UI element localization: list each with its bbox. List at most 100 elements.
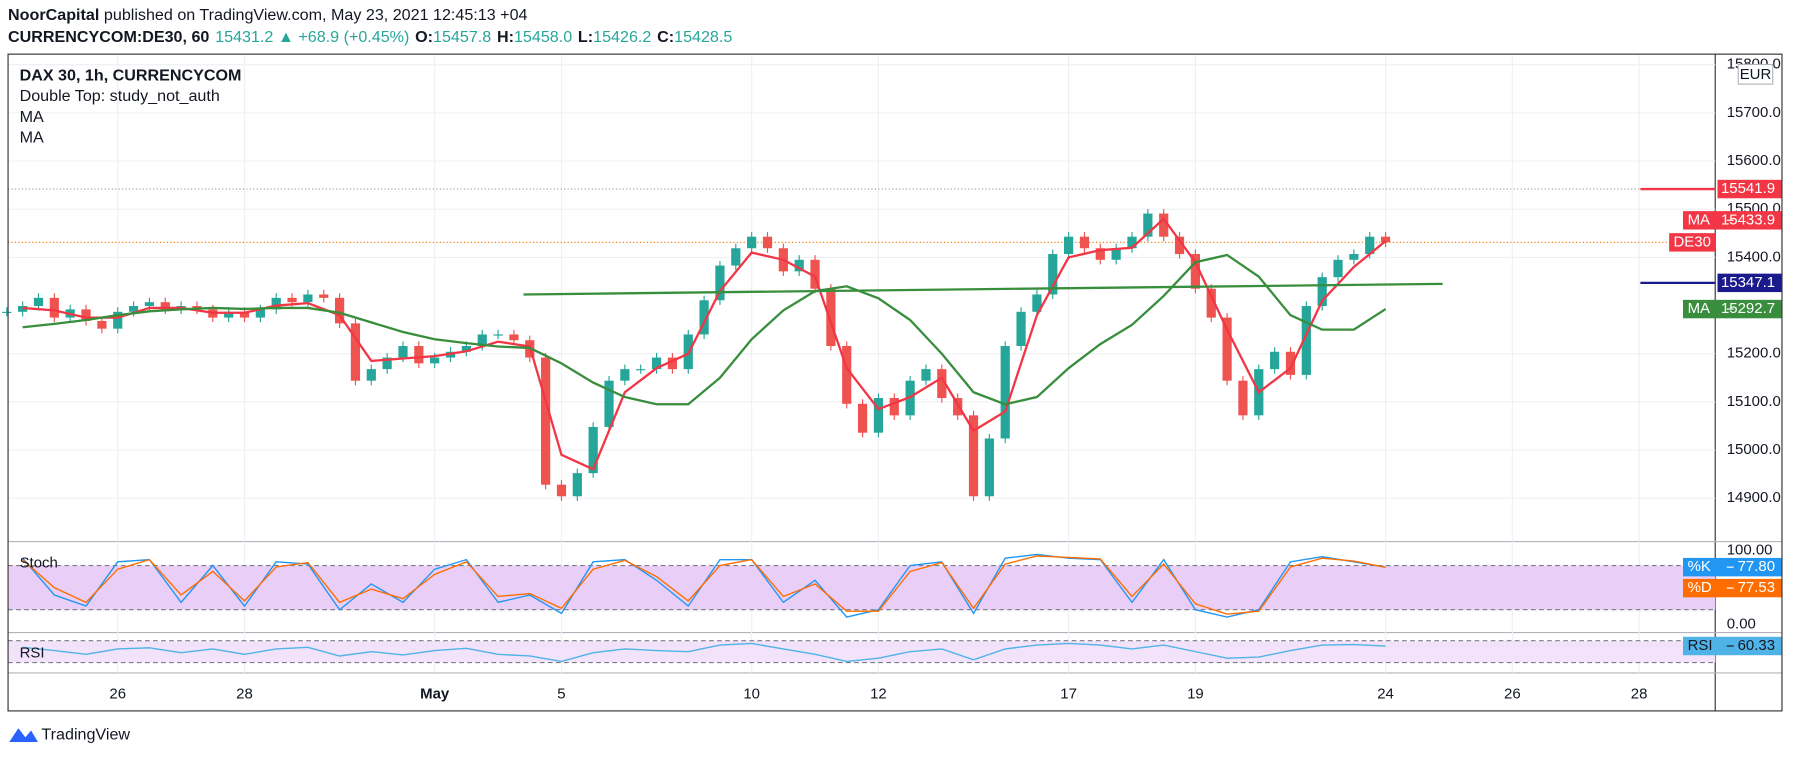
y-tick-label: 0.00 bbox=[1727, 615, 1756, 632]
brand: TradingView bbox=[41, 725, 130, 743]
x-tick-label: 26 bbox=[109, 686, 126, 703]
candle bbox=[493, 334, 503, 336]
price-label-value: 15433.9 bbox=[1721, 211, 1775, 228]
pane-title: Stoch bbox=[20, 554, 58, 571]
candle bbox=[255, 309, 265, 318]
candle bbox=[1111, 248, 1121, 260]
price-label-name: %D bbox=[1688, 579, 1712, 596]
candle bbox=[382, 357, 392, 370]
candle bbox=[1222, 317, 1232, 381]
legend-entry: Double Top: study_not_auth bbox=[20, 87, 220, 105]
price-label-value: 60.33 bbox=[1738, 637, 1775, 654]
candle bbox=[144, 302, 155, 307]
candle bbox=[1349, 254, 1359, 260]
x-tick-label: 19 bbox=[1187, 686, 1204, 703]
ohlc-value: 15428.5 bbox=[674, 28, 732, 46]
last-label-box bbox=[1669, 233, 1716, 252]
candle bbox=[33, 297, 44, 307]
candle bbox=[97, 320, 107, 329]
candle bbox=[1270, 351, 1280, 370]
candle bbox=[271, 297, 281, 310]
candle bbox=[128, 306, 139, 312]
x-tick-label: 17 bbox=[1060, 686, 1077, 703]
price-label-name: MA bbox=[1688, 211, 1710, 228]
candle bbox=[953, 398, 963, 416]
candle bbox=[334, 297, 345, 324]
candle bbox=[160, 302, 170, 310]
candle bbox=[604, 380, 614, 427]
candle bbox=[303, 294, 313, 303]
chart-border bbox=[7, 53, 1783, 712]
candle bbox=[667, 357, 678, 370]
x-tick-label: 12 bbox=[870, 686, 887, 703]
x-tick-label: 28 bbox=[1631, 686, 1648, 703]
candle bbox=[224, 311, 234, 318]
price-label-value: 77.53 bbox=[1738, 579, 1775, 596]
pane-title: RSI bbox=[20, 644, 45, 661]
currency-box bbox=[1737, 63, 1774, 85]
x-tick-label: 24 bbox=[1377, 686, 1394, 703]
candle bbox=[731, 248, 741, 266]
candle bbox=[1190, 254, 1200, 289]
candle bbox=[319, 294, 329, 298]
candle bbox=[509, 334, 519, 341]
y-tick-label: 15600.0 bbox=[1727, 152, 1781, 169]
candle bbox=[1064, 236, 1074, 255]
ohlc-label: C: bbox=[657, 28, 674, 46]
candle bbox=[572, 473, 582, 497]
indicator-line bbox=[22, 642, 1386, 663]
ohlc-label: H: bbox=[497, 28, 514, 46]
ohlc-value: 15426.2 bbox=[593, 28, 651, 46]
candle bbox=[857, 403, 868, 433]
symbol: CURRENCYCOM:DE30, 60 bbox=[8, 28, 209, 46]
candle bbox=[984, 438, 994, 497]
y-tick-label: 15400.0 bbox=[1727, 248, 1781, 265]
candle bbox=[810, 259, 820, 289]
candle bbox=[1143, 213, 1153, 237]
candle bbox=[239, 311, 250, 318]
band-fill bbox=[8, 565, 1716, 610]
indicator-line bbox=[22, 555, 1386, 615]
x-tick-label: May bbox=[420, 686, 450, 703]
ohlc-value: 15457.8 bbox=[433, 28, 491, 46]
candle bbox=[636, 369, 646, 371]
change: ▲ +68.9 (+0.45%) bbox=[278, 28, 409, 46]
candle bbox=[1016, 311, 1026, 347]
last-label: DE30 bbox=[1673, 233, 1710, 250]
currency: EUR bbox=[1740, 66, 1772, 83]
candle bbox=[1032, 294, 1042, 312]
candle bbox=[1206, 288, 1216, 318]
candle bbox=[1095, 248, 1105, 260]
last-price: 15431.2 bbox=[215, 28, 273, 46]
price-label-name: MA bbox=[1688, 300, 1710, 317]
header-line-1: NoorCapital published on TradingView.com,… bbox=[8, 6, 527, 24]
candle bbox=[826, 288, 836, 347]
candle bbox=[699, 300, 709, 335]
candle bbox=[937, 369, 947, 399]
ohlc-value: 15458.0 bbox=[514, 28, 572, 46]
level-label: 15347.1 bbox=[1721, 274, 1775, 291]
candle bbox=[541, 357, 551, 485]
y-tick-label: 15700.0 bbox=[1727, 104, 1781, 121]
candle bbox=[889, 398, 899, 416]
logo-icon bbox=[9, 728, 38, 743]
candle bbox=[1238, 380, 1248, 416]
footer-logo: TradingView bbox=[9, 725, 130, 743]
trendline bbox=[523, 282, 1443, 296]
candle bbox=[556, 484, 567, 497]
published: published on TradingView.com, May 23, 20… bbox=[104, 6, 528, 24]
candle bbox=[762, 236, 773, 249]
candle bbox=[398, 346, 408, 358]
candle bbox=[1317, 277, 1327, 307]
publisher: NoorCapital bbox=[8, 6, 99, 24]
candle bbox=[1365, 236, 1375, 255]
x-tick-label: 26 bbox=[1504, 686, 1521, 703]
candle bbox=[1333, 259, 1343, 278]
level-label: 15541.9 bbox=[1721, 180, 1775, 197]
candle bbox=[1127, 236, 1137, 249]
band-fill bbox=[8, 640, 1716, 663]
candle bbox=[842, 346, 852, 404]
candle bbox=[461, 346, 471, 352]
legend-entry: MA bbox=[20, 108, 44, 126]
